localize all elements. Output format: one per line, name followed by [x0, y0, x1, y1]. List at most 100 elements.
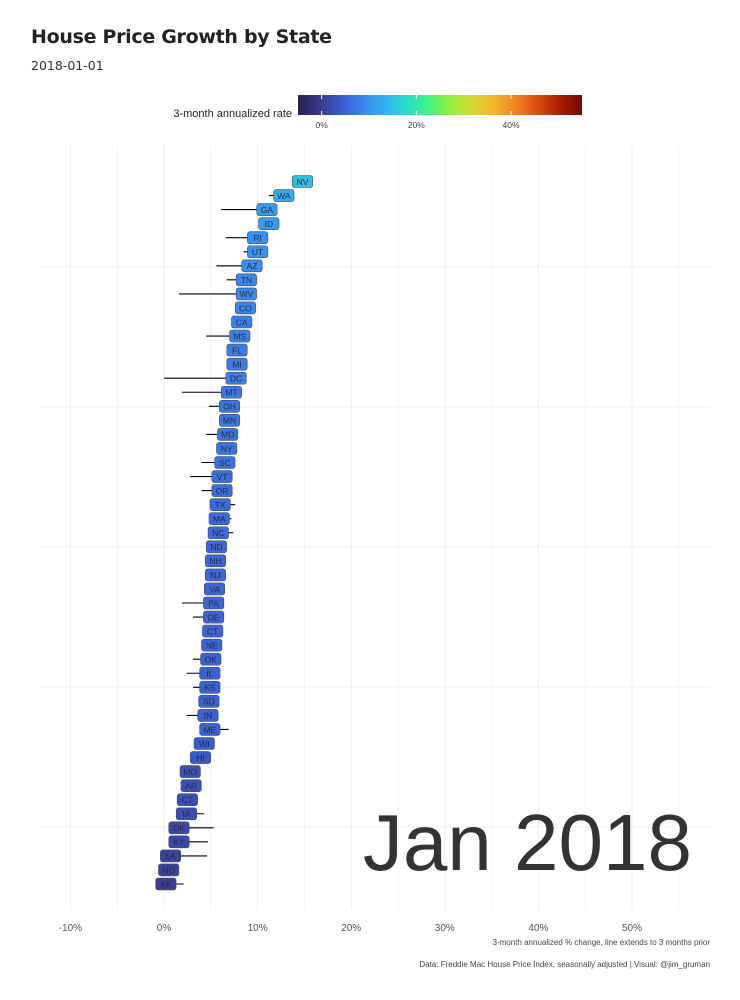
state-label-box — [176, 793, 198, 807]
state-label: WA — [277, 191, 291, 201]
state-label-box — [155, 877, 177, 891]
state-label-box — [247, 231, 269, 244]
legend-tick-label: 20% — [408, 120, 425, 130]
state-label: ME — [203, 725, 216, 735]
state-label: IN — [204, 711, 213, 721]
state-label: FL — [232, 345, 242, 355]
state-label: DC — [230, 374, 242, 384]
state-label-box — [199, 666, 221, 680]
state-label-box — [168, 821, 190, 835]
state-label-box — [193, 737, 215, 750]
state-label-box — [234, 301, 256, 315]
state-label-box — [158, 863, 180, 877]
state-label: RI — [253, 233, 262, 243]
state-label-box — [219, 399, 241, 413]
state-label: KS — [204, 683, 216, 693]
x-tick-label: 10% — [248, 923, 268, 934]
state-label: ID — [265, 219, 274, 229]
state-label-box — [220, 385, 242, 399]
state-label: ND — [210, 542, 222, 552]
state-label-box — [160, 849, 182, 863]
x-tick-label: 50% — [622, 923, 642, 934]
state-label: KY — [173, 837, 185, 847]
state-label-box — [180, 779, 202, 792]
state-label-box — [225, 371, 247, 385]
state-label-box — [235, 287, 257, 301]
legend-colorbar — [298, 95, 582, 115]
state-label: TN — [241, 275, 252, 285]
x-tick-label: -10% — [59, 923, 82, 934]
state-label-box — [204, 582, 226, 596]
state-label-box — [179, 765, 201, 778]
state-label: NV — [297, 177, 309, 187]
state-label: MT — [225, 388, 237, 398]
state-label: MI — [232, 359, 241, 369]
legend-tick-label: 40% — [502, 120, 519, 130]
state-label: VA — [209, 584, 220, 594]
state-label-box — [197, 709, 219, 722]
state-label-box — [258, 217, 280, 230]
chart-subtitle: 2018-01-01 — [31, 58, 104, 73]
state-label: IA — [182, 809, 190, 819]
state-label: NH — [209, 556, 221, 566]
state-label: TX — [215, 500, 226, 510]
state-label: SC — [219, 458, 231, 468]
state-label-box — [205, 540, 227, 554]
state-label-box — [273, 189, 295, 202]
state-label-box — [235, 273, 257, 287]
state-label-box — [216, 442, 238, 455]
state-label-box — [229, 329, 251, 343]
state-label: WV — [240, 289, 254, 299]
caption: Data: Freddie Mac House Price Index, sea… — [419, 960, 710, 969]
state-label-box — [168, 835, 190, 849]
state-label: OR — [216, 486, 229, 496]
state-label: OH — [223, 402, 236, 412]
state-label: IL — [206, 669, 213, 679]
x-tick-label: 20% — [341, 923, 361, 934]
state-label: WI — [199, 739, 209, 749]
state-label: VT — [217, 472, 228, 482]
legend-tick-label: 0% — [316, 120, 329, 130]
state-label: OK — [173, 823, 186, 833]
state-label: LA — [165, 851, 176, 861]
state-label-box — [190, 751, 212, 764]
x-tick-label: 40% — [528, 923, 548, 934]
state-label: MA — [213, 514, 226, 524]
state-label: MN — [223, 416, 236, 426]
state-label: UT — [252, 247, 263, 257]
state-label: AR — [185, 781, 197, 791]
state-label: ND — [163, 865, 175, 875]
state-label-box — [208, 512, 230, 526]
state-label-box — [211, 470, 233, 483]
state-label-box — [207, 526, 229, 540]
state-label-box — [199, 680, 221, 694]
state-label: NE — [206, 640, 218, 650]
state-label-box — [256, 203, 278, 216]
state-label-box — [203, 610, 225, 624]
period-label: Jan 2018 — [363, 798, 692, 887]
x-axis: -10% 0% 10% 20% 30% 40% 50% — [59, 923, 642, 934]
state-label: HI — [196, 753, 205, 763]
x-tick-label: 0% — [157, 923, 172, 934]
state-label: NC — [212, 528, 224, 538]
state-label: NJ — [210, 570, 220, 580]
color-legend: 3-month annualized rate 0% 20% 40% — [173, 95, 582, 130]
state-label: DE — [208, 612, 220, 622]
state-label: CO — [239, 303, 252, 313]
state-label-box — [247, 245, 269, 259]
chart-title: House Price Growth by State — [31, 26, 332, 48]
state-label: NY — [221, 444, 233, 454]
state-label-box — [226, 343, 248, 357]
state-label-box — [201, 638, 223, 652]
state-label: AK — [160, 879, 172, 889]
x-axis-title: 3-month annualized % change, line extend… — [493, 938, 711, 947]
state-label-box — [214, 456, 236, 469]
state-label-box — [231, 315, 253, 329]
state-label-box — [198, 695, 220, 708]
state-label-box — [202, 624, 224, 638]
state-label: AZ — [247, 261, 258, 271]
state-label: SD — [203, 697, 215, 707]
grid-lines — [40, 145, 710, 910]
